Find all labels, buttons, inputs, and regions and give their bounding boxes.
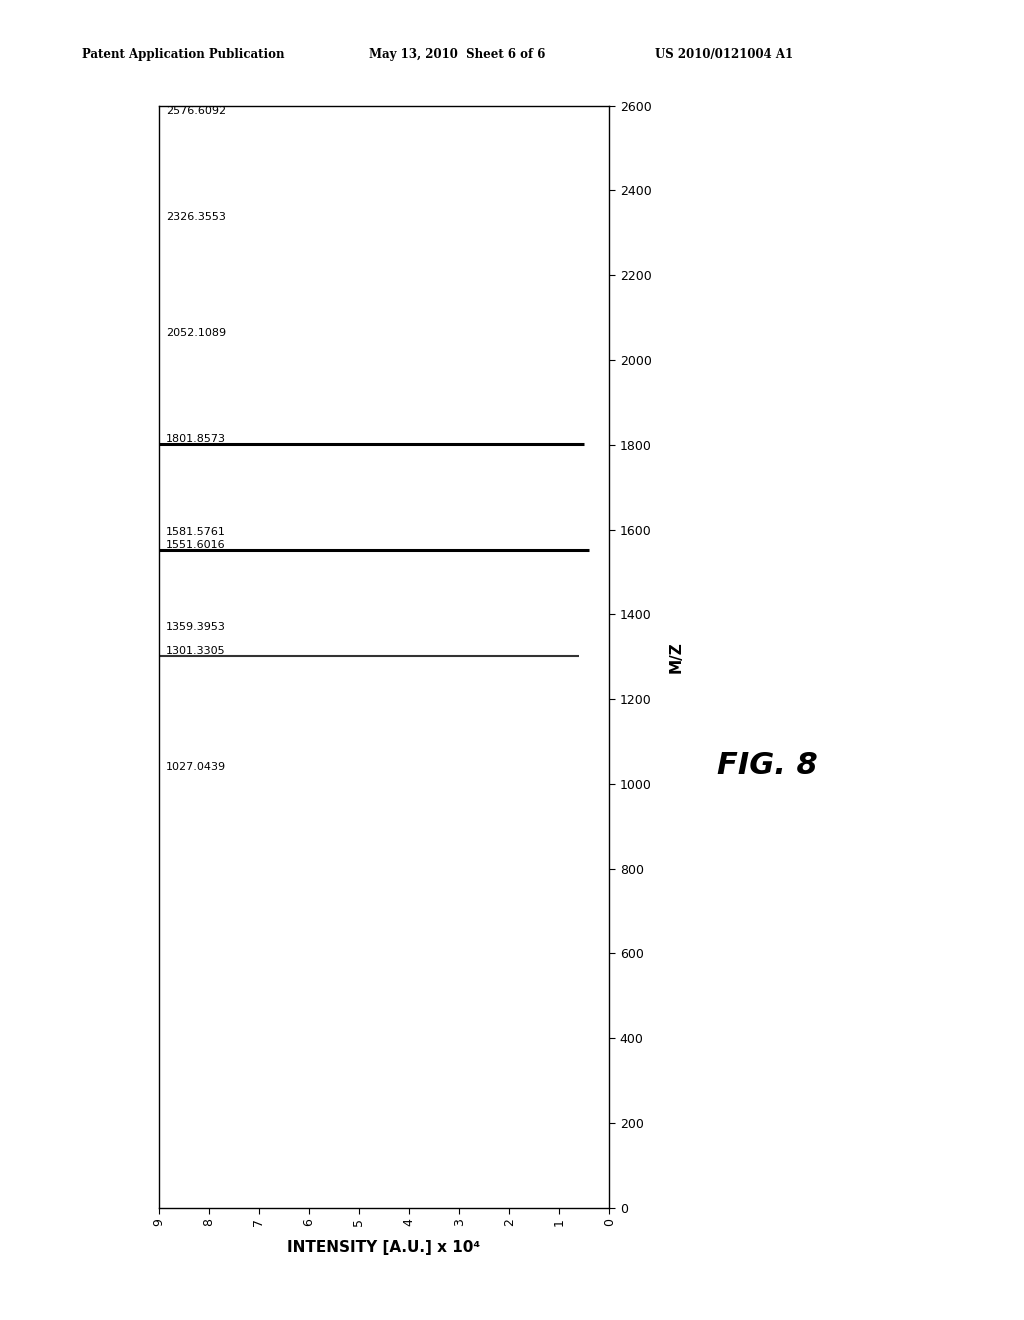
Text: 2326.3553: 2326.3553 bbox=[166, 211, 226, 222]
Text: 1801.8573: 1801.8573 bbox=[166, 434, 226, 444]
Text: 1301.3305: 1301.3305 bbox=[166, 645, 226, 656]
Text: US 2010/0121004 A1: US 2010/0121004 A1 bbox=[655, 48, 794, 61]
Text: FIG. 8: FIG. 8 bbox=[717, 751, 817, 780]
Text: Patent Application Publication: Patent Application Publication bbox=[82, 48, 285, 61]
Text: May 13, 2010  Sheet 6 of 6: May 13, 2010 Sheet 6 of 6 bbox=[369, 48, 545, 61]
Text: 1551.6016: 1551.6016 bbox=[166, 540, 226, 550]
X-axis label: INTENSITY [A.U.] x 10⁴: INTENSITY [A.U.] x 10⁴ bbox=[288, 1239, 480, 1255]
Text: 1027.0439: 1027.0439 bbox=[166, 763, 226, 772]
Text: 2052.1089: 2052.1089 bbox=[166, 327, 226, 338]
Y-axis label: M/Z: M/Z bbox=[669, 640, 683, 673]
Text: 1359.3953: 1359.3953 bbox=[166, 622, 226, 631]
Text: 2576.6092: 2576.6092 bbox=[166, 106, 226, 116]
Text: 1581.5761: 1581.5761 bbox=[166, 527, 226, 537]
